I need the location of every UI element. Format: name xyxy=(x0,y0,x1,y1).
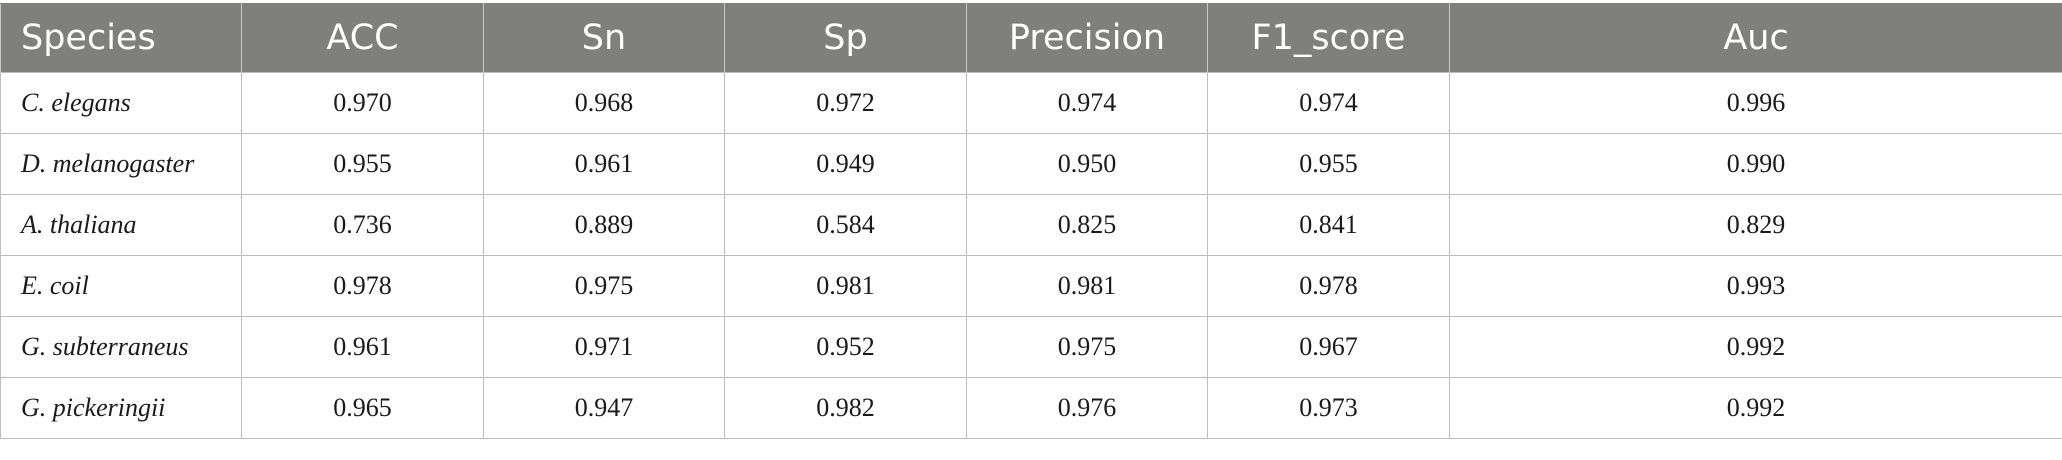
species-cell: G. pickeringii xyxy=(0,377,242,439)
precision-cell: 0.950 xyxy=(966,133,1208,195)
f1-score-cell: 0.974 xyxy=(1207,72,1450,134)
auc-cell: 0.829 xyxy=(1449,194,2062,256)
f1-score-cell: 0.967 xyxy=(1207,316,1450,378)
column-header-species: Species xyxy=(0,3,242,73)
table-row: E. coil 0.978 0.975 0.981 0.981 0.978 0.… xyxy=(0,255,2062,317)
f1-score-cell: 0.841 xyxy=(1207,194,1450,256)
sn-cell: 0.975 xyxy=(483,255,725,317)
sp-cell: 0.952 xyxy=(724,316,967,378)
precision-cell: 0.825 xyxy=(966,194,1208,256)
species-cell: G. subterraneus xyxy=(0,316,242,378)
acc-cell: 0.961 xyxy=(241,316,484,378)
table-row: G. pickeringii 0.965 0.947 0.982 0.976 0… xyxy=(0,377,2062,439)
column-header-acc: ACC xyxy=(241,3,484,73)
auc-cell: 0.993 xyxy=(1449,255,2062,317)
sn-cell: 0.889 xyxy=(483,194,725,256)
auc-cell: 0.992 xyxy=(1449,316,2062,378)
column-header-f1-score: F1_score xyxy=(1207,3,1450,73)
column-header-sn: Sn xyxy=(483,3,725,73)
acc-cell: 0.955 xyxy=(241,133,484,195)
sn-cell: 0.971 xyxy=(483,316,725,378)
sn-cell: 0.947 xyxy=(483,377,725,439)
table-body: C. elegans 0.970 0.968 0.972 0.974 0.974… xyxy=(0,72,2062,439)
auc-cell: 0.996 xyxy=(1449,72,2062,134)
acc-cell: 0.970 xyxy=(241,72,484,134)
acc-cell: 0.965 xyxy=(241,377,484,439)
column-header-sp: Sp xyxy=(724,3,967,73)
acc-cell: 0.978 xyxy=(241,255,484,317)
table-header: Species ACC Sn Sp Precision F1_score Auc xyxy=(0,3,2062,73)
precision-cell: 0.981 xyxy=(966,255,1208,317)
sp-cell: 0.584 xyxy=(724,194,967,256)
f1-score-cell: 0.955 xyxy=(1207,133,1450,195)
table-row: G. subterraneus 0.961 0.971 0.952 0.975 … xyxy=(0,316,2062,378)
sn-cell: 0.968 xyxy=(483,72,725,134)
f1-score-cell: 0.978 xyxy=(1207,255,1450,317)
sp-cell: 0.972 xyxy=(724,72,967,134)
precision-cell: 0.974 xyxy=(966,72,1208,134)
sp-cell: 0.982 xyxy=(724,377,967,439)
column-header-precision: Precision xyxy=(966,3,1208,73)
auc-cell: 0.992 xyxy=(1449,377,2062,439)
column-header-auc: Auc xyxy=(1449,3,2062,73)
precision-cell: 0.976 xyxy=(966,377,1208,439)
precision-cell: 0.975 xyxy=(966,316,1208,378)
species-metrics-table: Species ACC Sn Sp Precision F1_score Auc… xyxy=(0,3,2062,439)
sp-cell: 0.981 xyxy=(724,255,967,317)
table-row: D. melanogaster 0.955 0.961 0.949 0.950 … xyxy=(0,133,2062,195)
species-cell: D. melanogaster xyxy=(0,133,242,195)
table-row: C. elegans 0.970 0.968 0.972 0.974 0.974… xyxy=(0,72,2062,134)
header-row: Species ACC Sn Sp Precision F1_score Auc xyxy=(0,3,2062,73)
auc-cell: 0.990 xyxy=(1449,133,2062,195)
table-row: A. thaliana 0.736 0.889 0.584 0.825 0.84… xyxy=(0,194,2062,256)
species-cell: E. coil xyxy=(0,255,242,317)
acc-cell: 0.736 xyxy=(241,194,484,256)
results-table-container: Species ACC Sn Sp Precision F1_score Auc… xyxy=(0,3,2062,439)
sp-cell: 0.949 xyxy=(724,133,967,195)
species-cell: C. elegans xyxy=(0,72,242,134)
f1-score-cell: 0.973 xyxy=(1207,377,1450,439)
species-cell: A. thaliana xyxy=(0,194,242,256)
sn-cell: 0.961 xyxy=(483,133,725,195)
